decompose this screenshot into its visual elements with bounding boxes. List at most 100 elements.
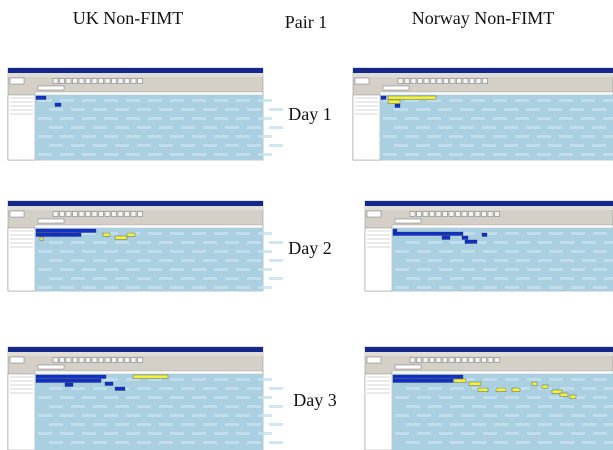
- pair-title: Pair 1: [285, 12, 328, 32]
- toolbar-button: [73, 358, 78, 363]
- wallpaper-pattern: [269, 441, 283, 444]
- wallpaper-pattern: [137, 144, 151, 147]
- wallpaper-pattern: [494, 259, 508, 262]
- wallpaper-pattern: [159, 423, 173, 426]
- wallpaper-pattern: [49, 387, 63, 390]
- wallpaper-pattern: [71, 259, 85, 262]
- wallpaper-pattern: [115, 259, 129, 262]
- wallpaper-pattern: [104, 250, 118, 253]
- wallpaper-pattern: [38, 286, 52, 289]
- arrange-area: [392, 374, 613, 450]
- wallpaper-pattern: [225, 441, 239, 444]
- wallpaper-pattern: [427, 117, 441, 120]
- wallpaper-pattern: [571, 268, 585, 271]
- wallpaper-pattern: [258, 396, 272, 399]
- wallpaper-pattern: [449, 153, 463, 156]
- wallpaper-pattern: [527, 286, 541, 289]
- wallpaper-pattern: [494, 441, 508, 444]
- wallpaper-pattern: [126, 250, 140, 253]
- wallpaper-pattern: [71, 108, 85, 111]
- wallpaper-pattern: [450, 277, 464, 280]
- wallpaper-pattern: [604, 259, 613, 262]
- wallpaper-pattern: [181, 405, 195, 408]
- wallpaper-pattern: [82, 250, 96, 253]
- wallpaper-pattern: [60, 396, 74, 399]
- wallpaper-pattern: [505, 396, 519, 399]
- wallpaper-pattern: [126, 153, 140, 156]
- toolbar-field: [10, 78, 24, 84]
- wallpaper-pattern: [93, 241, 107, 244]
- title-bar: [8, 68, 263, 73]
- wallpaper-pattern: [537, 153, 551, 156]
- toolbar-button: [99, 79, 104, 84]
- wallpaper-pattern: [38, 414, 52, 417]
- wallpaper-pattern: [449, 99, 463, 102]
- wallpaper-pattern: [258, 232, 272, 235]
- wallpaper-pattern: [504, 126, 518, 129]
- region-block: [40, 237, 43, 241]
- wallpaper-pattern: [505, 286, 519, 289]
- wallpaper-pattern: [159, 277, 173, 280]
- toolbar-button: [456, 358, 461, 363]
- wallpaper-pattern: [428, 277, 442, 280]
- wallpaper-pattern: [549, 432, 563, 435]
- wallpaper-pattern: [395, 414, 409, 417]
- wallpaper-pattern: [159, 387, 173, 390]
- region-block: [482, 233, 487, 237]
- wallpaper-pattern: [137, 441, 151, 444]
- wallpaper-pattern: [38, 432, 52, 435]
- wallpaper-pattern: [471, 117, 485, 120]
- toolbar-button: [92, 358, 97, 363]
- toolbar-button: [418, 79, 423, 84]
- region-block: [462, 236, 468, 240]
- wallpaper-pattern: [192, 99, 206, 102]
- region-block: [560, 393, 568, 397]
- toolbar-button: [449, 358, 454, 363]
- wallpaper-pattern: [516, 277, 530, 280]
- wallpaper-pattern: [571, 414, 585, 417]
- wallpaper-pattern: [214, 396, 228, 399]
- toolbar-button: [66, 79, 71, 84]
- wallpaper-pattern: [247, 108, 261, 111]
- wallpaper-pattern: [560, 441, 574, 444]
- wallpaper-pattern: [148, 432, 162, 435]
- region-block: [36, 375, 106, 379]
- wallpaper-pattern: [93, 387, 107, 390]
- toolbar-button: [125, 212, 130, 217]
- wallpaper-pattern: [505, 232, 519, 235]
- toolbar-field: [395, 219, 421, 223]
- wallpaper-pattern: [560, 405, 574, 408]
- wallpaper-pattern: [604, 277, 613, 280]
- wallpaper-pattern: [549, 232, 563, 235]
- wallpaper-pattern: [214, 117, 228, 120]
- wallpaper-pattern: [269, 277, 283, 280]
- wallpaper-pattern: [71, 144, 85, 147]
- toolbar-button: [443, 212, 448, 217]
- screenshot: [365, 201, 613, 291]
- wallpaper-pattern: [104, 432, 118, 435]
- wallpaper-pattern: [60, 432, 74, 435]
- wallpaper-pattern: [461, 250, 475, 253]
- wallpaper-pattern: [269, 108, 283, 111]
- toolbar-button: [138, 212, 143, 217]
- menu-bar: [8, 73, 263, 77]
- menu-bar: [365, 206, 613, 210]
- toolbar-button: [112, 358, 117, 363]
- wallpaper-pattern: [236, 396, 250, 399]
- wallpaper-pattern: [93, 126, 107, 129]
- region-block: [103, 233, 110, 237]
- wallpaper-pattern: [439, 268, 453, 271]
- wallpaper-pattern: [571, 232, 585, 235]
- wallpaper-pattern: [82, 268, 96, 271]
- wallpaper-pattern: [159, 241, 173, 244]
- wallpaper-pattern: [395, 268, 409, 271]
- wallpaper-pattern: [49, 108, 63, 111]
- wallpaper-pattern: [483, 286, 497, 289]
- wallpaper-pattern: [406, 241, 420, 244]
- wallpaper-pattern: [181, 423, 195, 426]
- wallpaper-pattern: [159, 108, 173, 111]
- wallpaper-pattern: [383, 117, 397, 120]
- toolbar-button: [118, 79, 123, 84]
- track-list: [353, 95, 380, 160]
- wallpaper-pattern: [417, 396, 431, 399]
